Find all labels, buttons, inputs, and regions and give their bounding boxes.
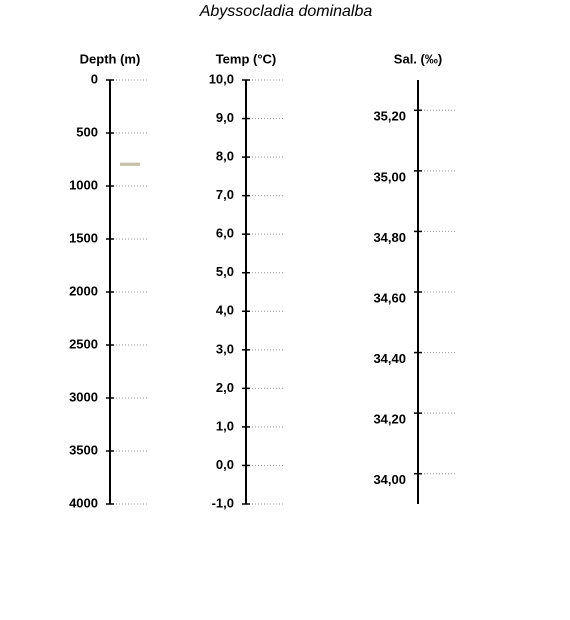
y-tick-label: 2500 (69, 336, 98, 351)
y-tick-label: 1500 (69, 230, 98, 245)
y-tick-label: 9,0 (216, 110, 234, 125)
y-tick-label: 3000 (69, 389, 98, 404)
y-tick-label: 34,40 (373, 351, 406, 366)
y-tick-label: 1,0 (216, 418, 234, 433)
y-tick-label: 34,80 (373, 230, 406, 245)
y-tick-label: 4,0 (216, 303, 234, 318)
axis-label: Depth (m) (80, 51, 141, 66)
y-tick-label: 7,0 (216, 187, 234, 202)
axis-label: Temp (°C) (216, 51, 277, 66)
y-tick-label: 8,0 (216, 149, 234, 164)
y-tick-label: 1000 (69, 177, 98, 192)
y-tick-label: 0,0 (216, 457, 234, 472)
y-tick-label: 0 (91, 71, 98, 86)
y-tick-label: 35,20 (373, 109, 406, 124)
y-tick-label: 10,0 (209, 71, 234, 86)
axis-label: Sal. (‰) (394, 51, 442, 66)
y-tick-label: 5,0 (216, 264, 234, 279)
depth-range (120, 162, 140, 166)
y-tick-label: 35,00 (373, 169, 406, 184)
y-tick-label: 4000 (69, 495, 98, 510)
y-tick-label: 34,20 (373, 412, 406, 427)
y-tick-label: 3500 (69, 442, 98, 457)
y-tick-label: 500 (76, 124, 98, 139)
y-tick-label: 3,0 (216, 341, 234, 356)
y-tick-label: 2000 (69, 283, 98, 298)
y-tick-label: 34,00 (373, 472, 406, 487)
chart-title: Abyssocladia dominalba (199, 3, 373, 20)
y-tick-label: -1,0 (212, 495, 234, 510)
y-tick-label: 6,0 (216, 226, 234, 241)
y-tick-label: 34,60 (373, 290, 406, 305)
y-tick-label: 2,0 (216, 380, 234, 395)
